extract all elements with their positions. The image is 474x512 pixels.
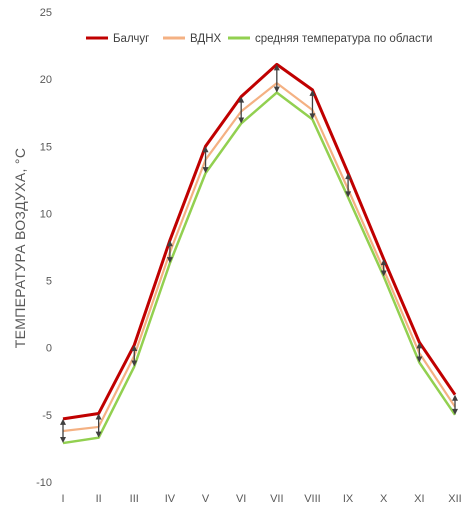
x-tick-label: VII bbox=[270, 493, 283, 505]
difference-arrow bbox=[416, 342, 423, 363]
y-tick-label: 10 bbox=[40, 208, 52, 220]
x-tick-label: IX bbox=[343, 493, 354, 505]
x-tick-label: VI bbox=[236, 493, 246, 505]
x-tick-label: XII bbox=[448, 493, 461, 505]
y-tick-label: -10 bbox=[36, 477, 52, 489]
difference-arrow bbox=[345, 173, 352, 198]
x-tick-label: VIII bbox=[304, 493, 321, 505]
series-line bbox=[62, 91, 457, 445]
difference-arrow bbox=[60, 418, 66, 444]
difference-arrow bbox=[273, 64, 280, 93]
x-tick-label: IV bbox=[165, 493, 176, 505]
x-axis-ticks: I II III IV V VI VII VIII IX X XI XII bbox=[61, 493, 461, 505]
legend-label: Балчуг bbox=[113, 33, 149, 45]
difference-arrows bbox=[60, 64, 458, 444]
x-tick-label: III bbox=[130, 493, 139, 505]
y-tick-label: 0 bbox=[46, 343, 52, 355]
x-tick-label: X bbox=[380, 493, 388, 505]
series-lines bbox=[62, 62, 457, 445]
x-tick-label: V bbox=[202, 493, 210, 505]
difference-arrow bbox=[166, 240, 173, 264]
legend: Балчуг ВДНХ средняя температура по области bbox=[86, 33, 432, 45]
x-tick-label: I bbox=[61, 493, 64, 505]
y-tick-label: 25 bbox=[40, 7, 52, 19]
y-tick-label: 20 bbox=[40, 74, 52, 86]
difference-arrow bbox=[452, 394, 458, 415]
difference-arrow bbox=[238, 96, 245, 124]
series-line bbox=[62, 62, 457, 421]
difference-arrow bbox=[131, 345, 138, 367]
legend-label: ВДНХ bbox=[190, 33, 222, 45]
x-tick-label: XI bbox=[414, 493, 424, 505]
x-tick-label: II bbox=[96, 493, 102, 505]
legend-label: средняя температура по области bbox=[255, 33, 432, 45]
y-tick-label: 15 bbox=[40, 141, 52, 153]
difference-arrow bbox=[380, 259, 387, 277]
difference-arrow bbox=[95, 413, 102, 438]
y-tick-label: 5 bbox=[46, 276, 52, 288]
difference-arrow bbox=[309, 89, 316, 120]
difference-arrow bbox=[202, 146, 209, 174]
y-axis-ticks: 25 20 15 10 5 0 -5 -10 bbox=[36, 7, 52, 489]
y-tick-label: -5 bbox=[42, 410, 52, 422]
series-line bbox=[62, 82, 456, 433]
y-axis-label: ТЕМПЕРАТУРА ВОЗДУХА, °С bbox=[12, 148, 28, 349]
